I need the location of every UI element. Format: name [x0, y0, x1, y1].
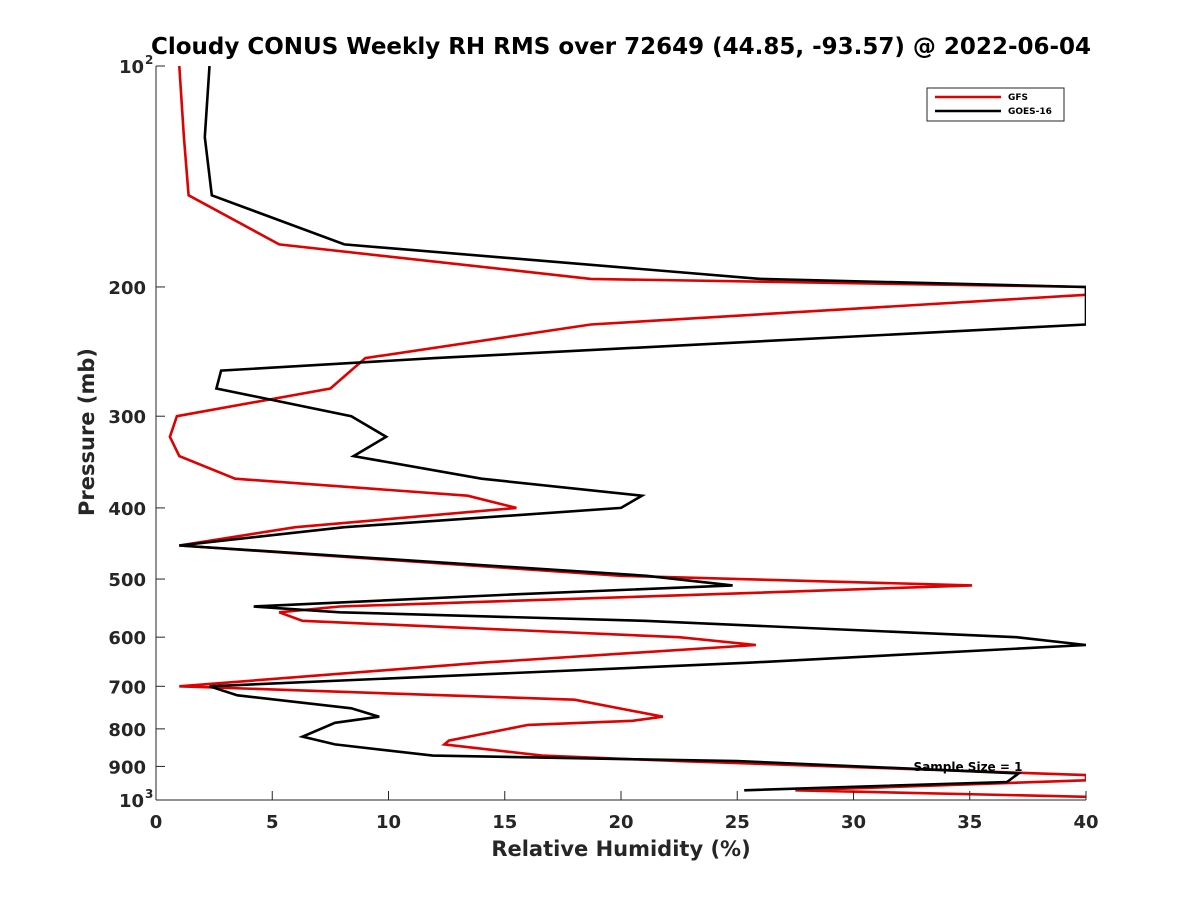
y-tick-label: 400	[108, 499, 146, 520]
y-tick-label: 200	[108, 278, 146, 299]
x-tick-label: 25	[725, 812, 750, 833]
legend-box	[926, 87, 1065, 122]
x-tick-label: 40	[1073, 812, 1098, 833]
y-tick-label: 600	[108, 628, 146, 649]
x-tick-label: 15	[492, 812, 517, 833]
series-line-gfs	[168, 66, 1086, 799]
y-tick-exponent: 3	[145, 787, 153, 801]
series-group	[168, 66, 1086, 799]
y-axis-label: Pressure (mb)	[75, 348, 99, 516]
x-tick-label: 10	[376, 812, 401, 833]
y-tick-exponent: 2	[145, 53, 153, 67]
series-line-goes-16	[179, 66, 1086, 792]
legend-label: GFS	[1008, 93, 1028, 103]
y-tick-label: 800	[108, 720, 146, 741]
x-tick-label: 20	[608, 812, 633, 833]
x-tick-label: 5	[266, 812, 279, 833]
legend-label: GOES-16	[1008, 107, 1052, 117]
x-axis-label: Relative Humidity (%)	[491, 837, 750, 861]
x-tick-label: 30	[841, 812, 866, 833]
y-tick-label: 10	[119, 57, 144, 78]
sample-size-annotation: Sample Size = 1	[914, 760, 1023, 774]
x-tick-label: 35	[957, 812, 982, 833]
y-tick-label: 900	[108, 757, 146, 778]
chart-title: Cloudy CONUS Weekly RH RMS over 72649 (4…	[151, 34, 1091, 60]
y-tick-label: 10	[119, 791, 144, 812]
y-tick-label: 500	[108, 570, 146, 591]
legend: GFS GOES-16	[926, 87, 1065, 122]
x-tick-label: 0	[150, 812, 163, 833]
y-tick-label: 700	[108, 677, 146, 698]
y-tick-label: 300	[108, 407, 146, 428]
